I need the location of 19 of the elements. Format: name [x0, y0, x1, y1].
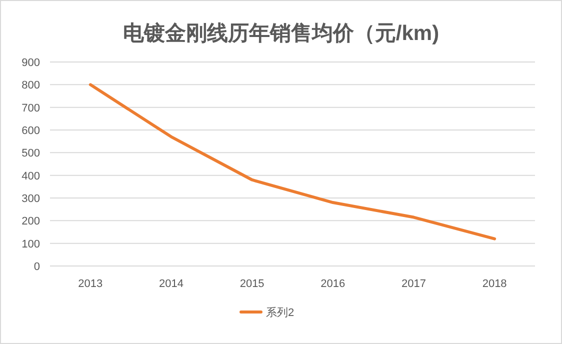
- x-tick-label: 2017: [402, 278, 426, 290]
- x-tick-label: 2014: [159, 278, 184, 290]
- y-tick-label: 700: [22, 102, 40, 114]
- legend-label: 系列2: [266, 306, 294, 319]
- x-tick-label: 2018: [482, 278, 507, 290]
- x-tick-label: 2013: [78, 278, 103, 290]
- y-tick-label: 900: [22, 57, 40, 69]
- line-series: [88, 83, 496, 240]
- y-tick-label: 300: [22, 193, 40, 205]
- y-tick-label: 400: [22, 170, 40, 182]
- y-tick-label: 600: [22, 125, 40, 137]
- y-tick-label: 500: [22, 148, 40, 160]
- y-tick-label: 800: [22, 80, 40, 92]
- x-tick-label: 2015: [240, 278, 264, 290]
- y-tick-label: 200: [22, 216, 40, 228]
- y-tick-label: 0: [34, 261, 40, 273]
- chart-title: 电镀金刚线历年销售均价（元/km): [122, 21, 440, 45]
- y-tick-label: 100: [22, 238, 40, 250]
- x-tick-label: 2016: [320, 278, 346, 290]
